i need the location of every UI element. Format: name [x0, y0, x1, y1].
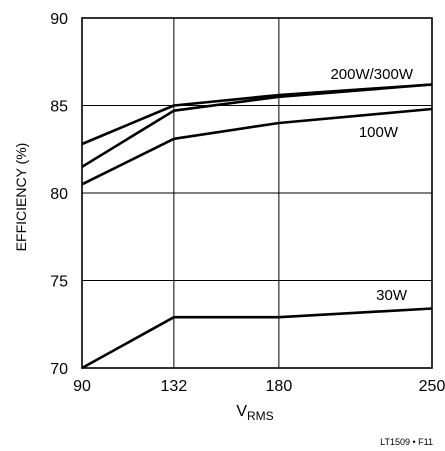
series-labels: 200W/300W 100W 30W	[330, 66, 413, 304]
series-line	[81, 83, 433, 168]
x-tick-label: 90	[73, 378, 91, 395]
series-label: 100W	[359, 124, 399, 141]
x-tick-label: 250	[419, 378, 445, 395]
y-tick-label: 70	[50, 361, 68, 378]
series-label: 200W/300W	[330, 66, 413, 83]
series-line	[81, 307, 433, 370]
series-label: 30W	[376, 287, 408, 304]
y-tick-label: 85	[50, 99, 68, 116]
y-tick-labels: 70 75 80 85 90	[50, 11, 68, 378]
x-tick-label: 180	[266, 378, 293, 395]
x-tick-label: 132	[161, 378, 188, 395]
plot-frame	[81, 17, 433, 369]
series-line	[81, 107, 433, 186]
y-axis-label: EFFICIENCY (%)	[13, 143, 29, 252]
y-tick-label: 90	[50, 11, 68, 28]
figure-annotation: LT1509 • F11	[380, 437, 433, 447]
grid-lines	[82, 18, 432, 368]
x-tick-labels: 90 132 180 250	[73, 378, 445, 395]
y-tick-label: 80	[50, 186, 68, 203]
y-tick-label: 75	[50, 274, 68, 291]
x-axis-label-subscript: RMS	[247, 409, 274, 423]
x-axis-label-main: V	[236, 403, 247, 420]
x-axis-label: VRMS	[236, 403, 273, 423]
series-lines	[81, 83, 433, 370]
